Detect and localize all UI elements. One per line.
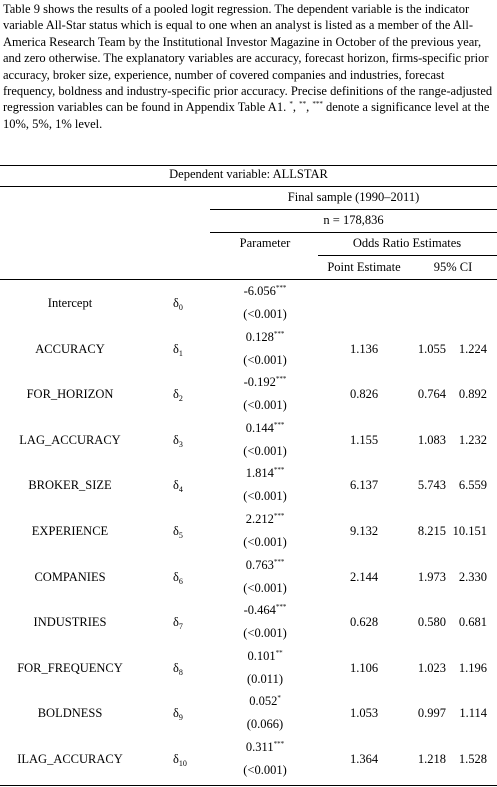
table-row-ci-low: 1.023 [417,660,446,675]
table-row-variable: FOR_FREQUENCY [17,660,123,675]
table-row-ci-low: 0.764 [417,387,446,402]
table-row-variable: LAG_ACCURACY [19,432,121,447]
table-row-p-value: (<0.001) [243,535,287,549]
table-row-variable: INDUSTRIES [33,615,107,630]
table-row-p-value: (<0.001) [243,489,287,504]
odds-ratio-rule [318,255,497,256]
table-row-point-estimate: 0.826 [349,387,379,402]
point-estimate-header: Point Estimate [327,260,401,274]
table-row-variable: COMPANIES [34,569,106,584]
table-row-parameter: 2.212*** [245,512,285,526]
table-row-ci-high: 10.151 [452,524,487,538]
n-label: n = 178,836 [323,213,384,227]
table-row-p-value: (<0.001) [243,398,287,413]
table-row-coefficient-symbol: δ7 [173,615,183,632]
table-row-p-value: (0.011) [247,671,283,686]
dependent-variable-rule [0,186,497,187]
caption-text: Table 9 shows the results of a pooled lo… [3,2,493,115]
table-row-coefficient-symbol: δ6 [173,569,183,586]
table-row-variable: ACCURACY [35,341,105,356]
table-row-parameter: 0.763*** [245,557,285,572]
header-bottom-rule [0,279,497,280]
table-row-coefficient-symbol: δ2 [173,387,183,404]
table-row-ci-low: 0.997 [417,706,446,721]
table-row-p-value: (0.066) [246,717,284,732]
table-row-coefficient-symbol: δ3 [173,432,183,449]
table-row-point-estimate: 1.053 [349,706,379,721]
table-row-p-value: (<0.001) [243,352,287,367]
table-row-ci-low: 0.580 [417,615,446,630]
table-row-ci-low: 5.743 [417,478,446,493]
table-row-p-value: (<0.001) [243,443,287,458]
sample-rule [210,209,497,210]
table-row-point-estimate: 1.155 [349,432,379,447]
table-row-ci-low: 1.055 [417,341,446,356]
table-row-variable: FOR_HORIZON [26,387,114,402]
table-row-coefficient-symbol: δ10 [173,752,187,768]
table-row-point-estimate: 1.106 [349,660,379,675]
table-row-coefficient-symbol: δ9 [173,706,183,723]
table-row-parameter: -0.192*** [243,375,287,390]
table-row-ci-low: 1.083 [417,432,446,447]
table-row-coefficient-symbol: δ0 [173,296,183,312]
table-row-coefficient-symbol: δ8 [173,660,183,677]
sample-label: Final sample (1990–2011) [287,190,420,204]
table-row-point-estimate: 1.136 [349,341,379,356]
table-row-p-value: (<0.001) [243,307,287,321]
caption-significance-note: denote a significance level at the 10%, … [3,100,490,131]
table-row-parameter: 0.311*** [245,740,285,754]
table-row-ci-high: 1.232 [458,432,487,447]
table-row-parameter: 0.101** [247,648,283,663]
n-rule [210,232,497,233]
table-row-ci-high: 1.528 [458,752,487,766]
table-row-p-value: (<0.001) [243,580,287,595]
table-row-parameter: 0.052* [249,694,281,709]
table-row-ci-high: 1.196 [458,660,487,675]
parameter-header: Parameter [239,236,291,250]
table-row-parameter: 0.128*** [245,329,285,344]
table-row-ci-high: 0.892 [458,387,487,402]
table-row-coefficient-symbol: δ5 [173,524,183,540]
table-row-parameter: -0.464*** [243,603,287,618]
table-row-p-value: (<0.001) [243,626,287,641]
table-row-parameter: 1.814*** [245,466,285,481]
table-row-variable: EXPERIENCE [31,524,109,538]
table-row-ci-low: 8.215 [417,524,446,538]
table-row-variable: ILAG_ACCURACY [17,752,123,766]
table-row-point-estimate: 6.137 [349,478,379,493]
ci-header: 95% CI [433,260,473,274]
table-row-ci-low: 1.973 [417,569,446,584]
table-row-coefficient-symbol: δ4 [173,478,183,495]
table-row-ci-low: 1.218 [417,752,446,766]
dependent-variable-label: Dependent variable: ALLSTAR [169,167,328,181]
table-row-point-estimate: 0.628 [349,615,379,630]
table-row-parameter: -6.056*** [243,284,287,298]
table-row-parameter: 0.144*** [245,420,285,435]
table-row-point-estimate: 9.132 [349,524,379,538]
table-row-ci-high: 6.559 [458,478,487,493]
table-row-variable: Intercept [47,296,93,310]
table-row-ci-high: 2.330 [458,569,487,584]
table-row-ci-high: 1.224 [458,341,487,356]
table-top-rule [0,165,497,166]
table-row-ci-high: 0.681 [458,615,487,630]
table-bottom-rule [0,785,497,786]
odds-ratio-header: Odds Ratio Estimates [352,236,462,250]
table-row-variable: BROKER_SIZE [28,478,112,493]
table-row-variable: BOLDNESS [37,706,103,721]
table-row-ci-high: 1.114 [459,706,487,721]
table-caption: Table 9 shows the results of a pooled lo… [3,2,493,131]
table-row-point-estimate: 2.144 [349,569,379,584]
table-row-point-estimate: 1.364 [349,752,379,766]
table-row-p-value: (<0.001) [243,763,287,777]
table-row-coefficient-symbol: δ1 [173,341,183,358]
